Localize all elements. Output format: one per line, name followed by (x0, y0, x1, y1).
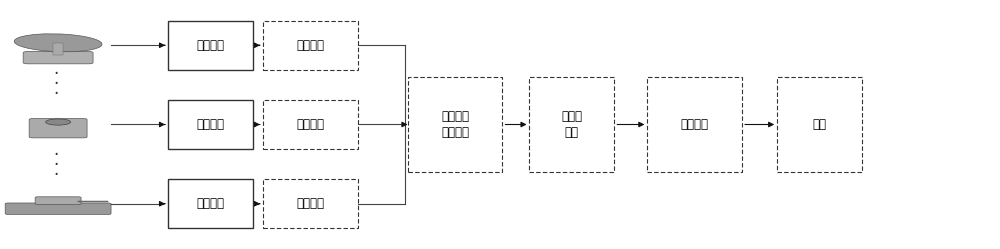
Text: ·: · (53, 156, 58, 174)
Bar (168, 100, 253, 149)
FancyBboxPatch shape (23, 52, 93, 64)
FancyBboxPatch shape (78, 200, 108, 202)
Bar (263, 20, 358, 70)
Text: 输出: 输出 (813, 118, 827, 131)
Text: 时间对准: 时间对准 (296, 118, 324, 131)
Text: 方差估计: 方差估计 (681, 118, 709, 131)
FancyBboxPatch shape (29, 119, 87, 138)
Text: 数据提取: 数据提取 (196, 197, 224, 210)
Text: ·: · (53, 75, 58, 93)
Text: 多传感器
目标定位: 多传感器 目标定位 (441, 110, 469, 139)
Bar (168, 20, 253, 70)
Bar (777, 77, 862, 172)
Text: ·: · (53, 146, 58, 164)
Bar (408, 77, 502, 172)
Text: 时间对准: 时间对准 (296, 39, 324, 52)
Ellipse shape (14, 34, 102, 52)
Text: 定位点
融合: 定位点 融合 (561, 110, 582, 139)
FancyBboxPatch shape (53, 43, 63, 55)
Text: ·: · (53, 85, 58, 103)
FancyBboxPatch shape (5, 203, 111, 214)
Bar (263, 179, 358, 229)
Text: 时间对准: 时间对准 (296, 197, 324, 210)
Text: ·: · (53, 166, 58, 184)
Text: 数据提取: 数据提取 (196, 118, 224, 131)
Text: 数据提取: 数据提取 (196, 39, 224, 52)
Ellipse shape (46, 119, 71, 125)
Bar (647, 77, 742, 172)
FancyBboxPatch shape (35, 197, 81, 204)
Text: ·: · (53, 65, 58, 83)
Bar (263, 100, 358, 149)
Bar (168, 179, 253, 229)
Bar (529, 77, 614, 172)
